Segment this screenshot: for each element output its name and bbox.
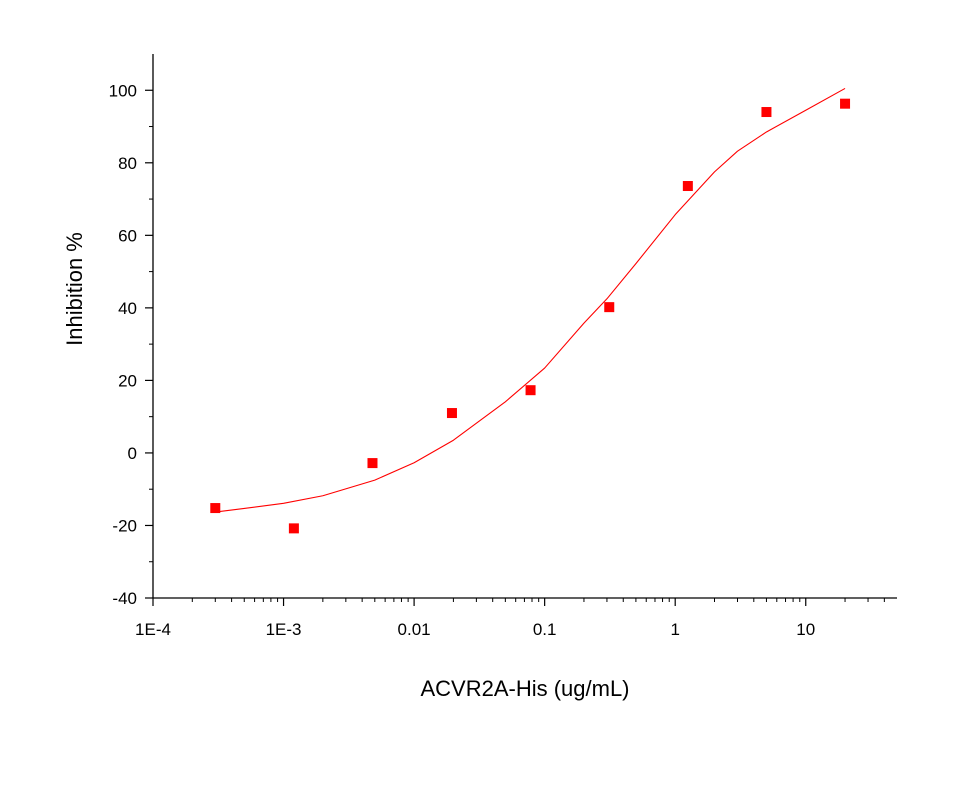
data-point	[604, 302, 615, 313]
x-axis-title: ACVR2A-His (ug/mL)	[420, 676, 629, 701]
axis-ticks: 1E-4 1E-3 0.01 0.1 1 10 -40 -20 0 20 40 60 80 100	[109, 81, 885, 639]
y-axis-title: Inhibition %	[62, 232, 87, 346]
x-tick-label: 1	[670, 620, 679, 639]
axes	[152, 54, 897, 599]
y-tick-label: 40	[118, 299, 137, 318]
y-tick-label: 100	[109, 81, 137, 100]
data-point	[446, 408, 457, 419]
data-point	[840, 98, 851, 109]
x-tick-label: 10	[796, 620, 815, 639]
fit-curve-group	[215, 87, 846, 513]
data-point	[210, 503, 221, 514]
x-tick-label: 0.1	[533, 620, 557, 639]
y-tick-label: 0	[128, 444, 137, 463]
y-tick-label: -20	[112, 516, 137, 535]
y-tick-label: -40	[112, 589, 137, 608]
data-point	[367, 458, 378, 469]
fit-curve	[215, 87, 846, 513]
data-point	[761, 107, 772, 118]
data-point	[525, 385, 536, 396]
x-tick-label: 1E-3	[266, 620, 302, 639]
data-point	[682, 181, 693, 192]
data-points-group	[210, 98, 851, 534]
data-point	[288, 523, 299, 534]
x-tick-label: 0.01	[398, 620, 431, 639]
x-tick-label: 1E-4	[135, 620, 171, 639]
y-tick-label: 20	[118, 371, 137, 390]
y-tick-label: 60	[118, 226, 137, 245]
y-tick-label: 80	[118, 154, 137, 173]
